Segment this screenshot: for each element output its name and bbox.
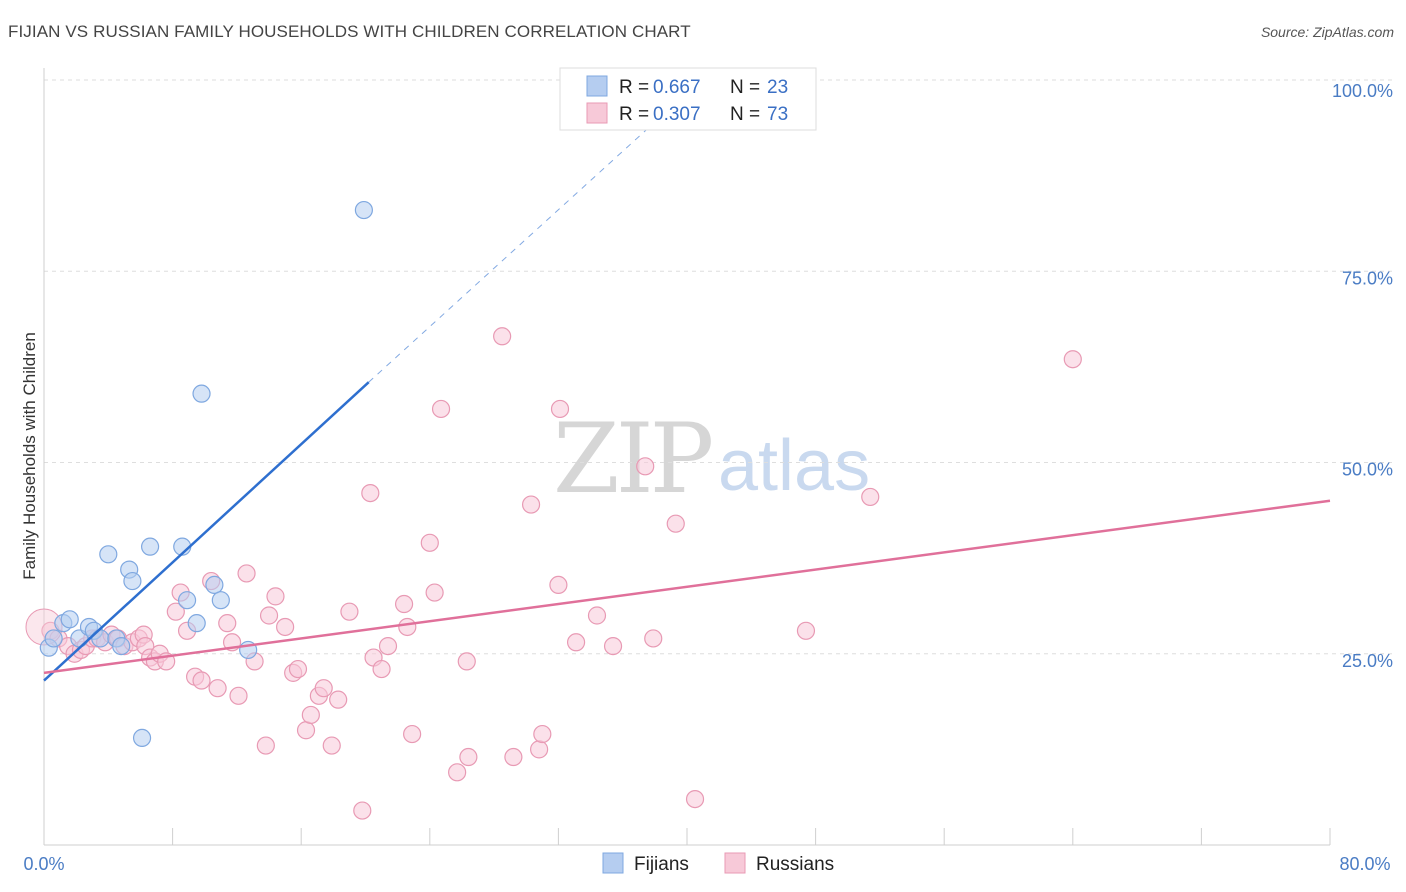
russians-legend-swatch: [586, 102, 608, 124]
russians-point-62: [530, 740, 549, 759]
fijians-point-3: [60, 610, 79, 629]
y-tick-label-100: 100.0%: [1332, 81, 1393, 101]
fijians-point-13: [132, 728, 152, 748]
russians-point-20: [166, 602, 185, 621]
russians-point-30: [237, 564, 256, 583]
russians-point-72: [685, 789, 705, 809]
russians-point-54: [425, 583, 444, 602]
russians-points: [25, 327, 1082, 820]
fijians-bottom-swatch: [602, 852, 624, 874]
russians-trend-line: [43, 499, 1331, 675]
watermark-zip: ZIP: [553, 403, 712, 515]
trend-lines: [43, 121, 1331, 682]
russians-point-74: [861, 487, 880, 507]
fijians-trend-line: [43, 381, 370, 682]
fijians-point-12: [123, 571, 142, 591]
fijians-point-19: [205, 575, 224, 595]
watermark-atlas: atlas: [718, 426, 870, 506]
x-tick-marks: [43, 828, 1331, 845]
fijians-point-7: [91, 629, 110, 648]
russians-point-61: [521, 495, 541, 514]
russians-point-58: [459, 747, 478, 767]
russians-point-39: [301, 705, 320, 725]
fijians-point-17: [187, 614, 206, 633]
fijians-point-20: [211, 591, 230, 610]
russians-point-70: [644, 629, 663, 648]
source-label: Source: ZipAtlas.com: [1260, 24, 1394, 40]
russians-point-71: [666, 514, 685, 533]
russians-n-label: N =: [730, 104, 760, 125]
russians-point-43: [329, 690, 348, 709]
series-legend: Fijians Russians: [602, 852, 834, 875]
y-tick-label-75: 75.0%: [1342, 268, 1393, 288]
fijians-r-label: R =: [619, 77, 649, 98]
russians-point-65: [550, 399, 570, 419]
russians-point-32: [256, 736, 275, 755]
russians-point-46: [361, 484, 380, 503]
russians-point-49: [378, 636, 398, 656]
russians-point-38: [296, 721, 316, 740]
russians-point-63: [533, 724, 552, 744]
russians-point-66: [566, 633, 586, 652]
russians-point-55: [431, 399, 451, 419]
russians-legend-label: Russians: [756, 854, 834, 875]
fijians-legend-label: Fijians: [634, 854, 689, 875]
russians-point-59: [493, 327, 512, 346]
russians-point-51: [398, 617, 417, 637]
fijians-point-14: [140, 537, 160, 556]
chart-title: FIJIAN VS RUSSIAN FAMILY HOUSEHOLDS WITH…: [8, 22, 691, 41]
russians-point-37: [288, 659, 308, 679]
russians-point-68: [603, 636, 623, 656]
russians-point-48: [372, 659, 391, 679]
russians-point-64: [549, 575, 568, 595]
russians-r-value: 0.307: [653, 104, 701, 125]
x-tick-label-min: 0.0%: [23, 854, 64, 874]
y-axis-label: Family Households with Children: [20, 332, 39, 580]
russians-point-27: [218, 614, 237, 633]
russians-point-69: [636, 457, 655, 476]
watermark: ZIP atlas: [553, 403, 870, 515]
russians-point-52: [403, 724, 422, 744]
stats-legend: R = 0.667 N = 23 R = 0.307 N = 73: [559, 67, 817, 131]
fijians-trend-extension: [368, 121, 656, 383]
y-tick-label-50: 50.0%: [1342, 460, 1393, 480]
russians-bottom-swatch: [724, 852, 746, 874]
fijians-r-value: 0.667: [653, 77, 701, 98]
russians-point-34: [266, 587, 285, 606]
russians-point-50: [394, 594, 414, 614]
fijians-point-16: [177, 591, 197, 610]
fijians-point-8: [99, 545, 118, 564]
russians-point-57: [457, 652, 476, 671]
russians-point-26: [208, 679, 227, 698]
fijians-point-10: [112, 636, 131, 656]
fijians-n-label: N =: [730, 77, 760, 98]
russians-point-42: [322, 736, 341, 755]
russians-r-label: R =: [619, 104, 649, 125]
russians-n-value: 73: [767, 104, 788, 125]
russians-point-24: [192, 671, 211, 690]
russians-point-67: [587, 606, 607, 625]
russians-point-35: [276, 617, 295, 637]
fijians-point-18: [192, 384, 211, 403]
y-tick-labels: 25.0% 50.0% 75.0% 100.0%: [1332, 81, 1393, 671]
russians-point-29: [229, 686, 248, 705]
russians-point-33: [259, 606, 279, 625]
fijians-n-value: 23: [767, 77, 788, 98]
russians-point-41: [314, 679, 333, 698]
fijians-legend-swatch: [586, 75, 608, 97]
russians-point-75: [1063, 350, 1082, 369]
y-tick-label-25: 25.0%: [1342, 651, 1393, 671]
russians-point-60: [504, 747, 523, 767]
russians-point-44: [340, 602, 359, 621]
fijians-point-1: [44, 629, 63, 648]
fijians-points: [39, 200, 373, 748]
x-tick-label-max: 80.0%: [1339, 854, 1390, 874]
russians-point-53: [420, 533, 439, 552]
russians-point-45: [353, 801, 372, 820]
russians-point-73: [796, 621, 816, 640]
fijians-point-22: [354, 200, 373, 220]
russians-point-56: [448, 763, 467, 782]
